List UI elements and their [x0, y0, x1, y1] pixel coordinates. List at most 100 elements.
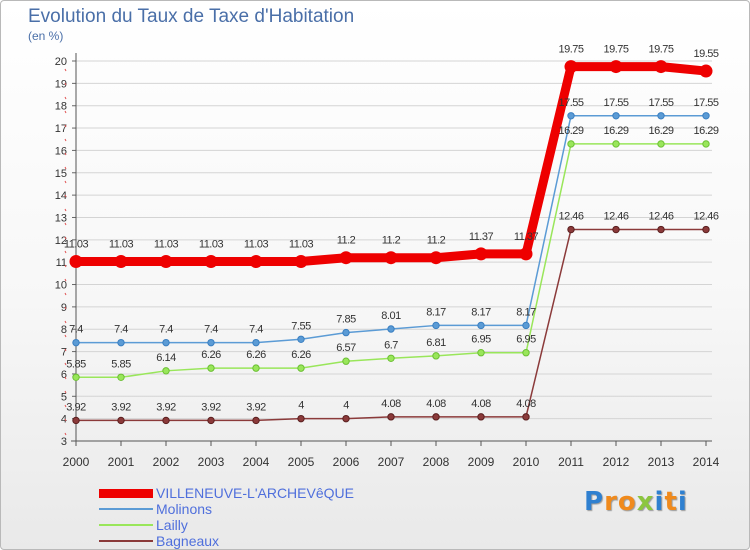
x-tick-label: 2001	[108, 455, 135, 469]
data-point	[387, 354, 395, 362]
data-label: 3.92	[201, 401, 221, 413]
data-label: 3.92	[156, 401, 176, 413]
y-axis-mark	[64, 110, 67, 114]
data-label: 11.03	[244, 239, 269, 251]
data-point	[207, 338, 215, 347]
data-point	[477, 321, 485, 330]
x-tick-label: 2014	[693, 455, 720, 469]
data-label: 6.7	[384, 339, 398, 351]
x-tick-label: 2002	[153, 455, 180, 469]
data-label: 7.4	[159, 324, 173, 336]
data-point	[297, 335, 305, 343]
logo-letter: t	[664, 487, 678, 517]
data-point	[477, 413, 485, 421]
data-point	[342, 328, 350, 337]
logo-letter: P	[584, 487, 605, 517]
x-tick-label: 2006	[333, 455, 360, 469]
x-tick-label: 2003	[198, 455, 225, 469]
legend-swatch	[99, 508, 153, 510]
data-label: 11.2	[427, 235, 446, 247]
y-axis-unit: (en %)	[28, 29, 64, 43]
data-point	[384, 251, 398, 265]
y-tick-label: 7	[61, 347, 67, 359]
legend-item: Molinons	[99, 501, 419, 517]
data-point	[702, 225, 710, 234]
x-tick-label: 2011	[558, 455, 584, 469]
data-point	[297, 364, 305, 372]
y-tick-label: 6	[61, 369, 67, 381]
data-label: 6.57	[336, 342, 356, 354]
data-label: 6.14	[156, 352, 176, 364]
data-point	[657, 112, 665, 120]
data-label: 8.17	[516, 306, 536, 318]
data-label: 11.03	[109, 239, 134, 251]
data-label: 7.4	[69, 324, 83, 336]
data-label: 5.85	[66, 358, 86, 370]
data-point	[567, 112, 575, 120]
data-point	[519, 247, 533, 261]
data-point	[117, 416, 125, 425]
data-label: 7.4	[114, 324, 128, 336]
legend: VILLENEUVE-L'ARCHEVêQUE Molinons Lailly Bag…	[99, 485, 419, 549]
data-point	[432, 352, 440, 360]
data-point	[69, 255, 83, 269]
y-axis-mark	[64, 320, 67, 324]
y-axis-mark	[64, 82, 67, 86]
data-label: 11.03	[154, 239, 179, 251]
y-tick-label: 16	[55, 145, 67, 157]
data-label: 11.03	[64, 239, 89, 251]
data-point	[342, 414, 350, 423]
y-axis-mark	[64, 404, 67, 408]
data-labels: 11.03 11.03 11.03 11.03 11.03 11.03 11.2 11.2 11…	[64, 44, 720, 414]
data-point	[252, 364, 260, 372]
data-point	[567, 225, 575, 234]
y-tick-label: 12	[55, 235, 67, 247]
data-label: 12.46	[603, 211, 628, 223]
data-point	[72, 338, 80, 347]
data-point	[612, 112, 620, 120]
data-label: 16.29	[648, 125, 673, 137]
data-point	[207, 364, 215, 372]
y-tick-label: 4	[61, 414, 67, 426]
legend-label: Molinons	[156, 501, 213, 517]
data-label: 8.01	[381, 310, 401, 322]
data-point	[114, 255, 128, 269]
logo-letter: x	[636, 487, 655, 517]
y-tick-label: 3	[61, 436, 67, 448]
legend-label: Lailly	[156, 517, 188, 533]
y-tick-label: 11	[56, 257, 67, 269]
data-point	[612, 225, 620, 234]
legend-item: Bagneaux	[99, 533, 419, 549]
data-point	[429, 251, 443, 265]
data-label: 12.46	[693, 211, 718, 223]
data-label: 4.08	[381, 398, 401, 410]
y-tick-label: 17	[55, 123, 67, 135]
legend-item: Lailly	[99, 517, 419, 533]
y-axis-mark	[64, 250, 67, 254]
data-point	[522, 413, 530, 421]
data-label: 8.17	[426, 306, 446, 318]
data-point	[249, 255, 263, 269]
data-point	[567, 140, 575, 148]
y-tick-label: 8	[61, 324, 67, 336]
y-axis-mark	[64, 138, 67, 142]
legend-swatch	[99, 488, 153, 498]
x-tick-label: 2000	[63, 455, 90, 469]
y-axis-mark	[64, 124, 67, 128]
data-label: 11.03	[289, 239, 314, 251]
data-point	[204, 255, 218, 269]
y-axis-mark	[64, 334, 67, 338]
y-tick-label: 13	[55, 212, 67, 224]
y-tick-label: 15	[55, 168, 67, 180]
proxiti-logo: Proxiti	[584, 487, 688, 517]
y-axis-mark	[64, 264, 67, 268]
data-label: 4	[343, 400, 349, 412]
x-tick-label: 2009	[468, 455, 495, 469]
data-point	[432, 413, 440, 421]
y-axis-mark	[64, 432, 67, 436]
data-point	[474, 247, 488, 261]
data-label: 3.92	[111, 401, 131, 413]
data-label: 19.55	[693, 48, 718, 60]
data-point	[342, 357, 350, 365]
